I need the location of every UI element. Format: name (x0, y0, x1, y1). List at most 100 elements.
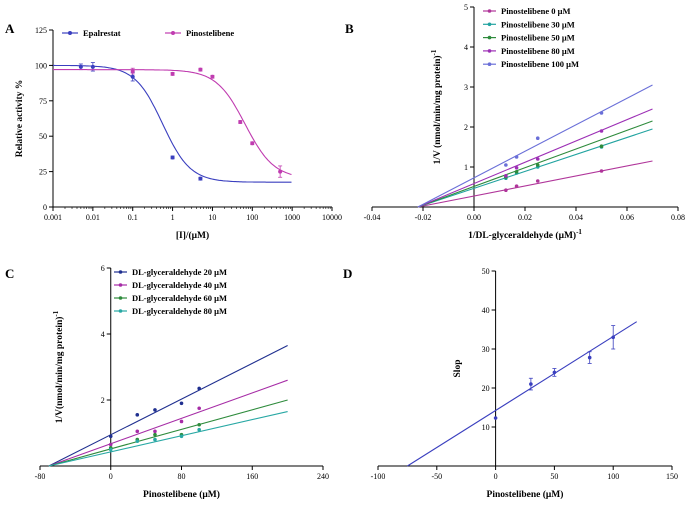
data-point (514, 184, 519, 188)
data-point (504, 163, 508, 167)
x-tick-label: 160 (246, 472, 258, 481)
x-axis-title: Pinostelibene (μM) (143, 489, 220, 500)
legend-marker (118, 309, 123, 313)
data-point (250, 141, 255, 146)
legend-marker (118, 296, 123, 300)
y-tick-label: 6 (101, 264, 105, 273)
y-tick-label: 0 (43, 203, 47, 212)
x-tick-label: 0.00 (467, 213, 481, 222)
data-point (198, 176, 203, 181)
x-tick-label: -0.02 (415, 213, 432, 222)
data-point (278, 169, 283, 174)
y-tick-label: 4 (101, 330, 105, 339)
data-point (599, 129, 604, 133)
panel-c: C -80 0 80 160 240 2 4 6 Pinostelibene (μM) 1/V(nm… (5, 264, 329, 500)
regression-line (417, 160, 653, 208)
x-tick-label: 240 (317, 472, 329, 481)
y-tick-label: 2 (464, 123, 468, 132)
legend-label: Pinostelibene 0 μM (501, 6, 571, 16)
data-point (170, 155, 175, 160)
x-tick-label: -80 (35, 472, 46, 481)
panel-a: A 0.001 0.01 0.1 1 10 100 1000 10000 0 25 50 75 100 12… (5, 21, 342, 241)
data-point (535, 163, 540, 167)
data-point (108, 442, 113, 447)
x-tick-label: 100 (246, 213, 258, 222)
data-point (135, 429, 140, 434)
data-point (153, 408, 157, 412)
data-point (197, 427, 201, 432)
x-tick-label: -100 (371, 472, 386, 481)
data-point (599, 111, 604, 115)
regression-line (417, 108, 653, 208)
data-point (179, 401, 184, 406)
legend-marker (68, 31, 72, 35)
data-point (90, 64, 95, 69)
data-point (197, 422, 201, 427)
y-tick-label: 1 (464, 163, 468, 172)
y-tick-label: 4 (464, 43, 468, 52)
x-tick-label: 80 (178, 472, 186, 481)
data-point (108, 447, 113, 452)
regression-line (48, 345, 288, 467)
data-point (130, 69, 135, 74)
data-point (179, 434, 184, 439)
x-tick-label: 1000 (284, 213, 300, 222)
data-point (135, 439, 140, 444)
y-tick-label: 75 (39, 97, 47, 106)
data-point (535, 157, 540, 161)
series-3 (48, 411, 288, 467)
series-0 (53, 62, 292, 183)
y-tick-label: 3 (464, 83, 468, 92)
x-axis-title: [I]/(μM) (176, 230, 209, 241)
data-point (210, 74, 215, 79)
legend-marker (487, 9, 492, 13)
y-tick-label: 2 (101, 396, 105, 405)
x-tick-label: -0.04 (364, 213, 381, 222)
series-0 (417, 160, 653, 208)
x-tick-label: 0.001 (44, 213, 62, 222)
x-tick-label: 50 (550, 472, 558, 481)
x-tick-label: 0.01 (86, 213, 100, 222)
y-axis-title: Slop (453, 360, 463, 378)
y-axis-title: 1/V(nmol/min/mg protein)-1 (52, 310, 65, 423)
x-tick-label: 150 (666, 472, 678, 481)
panel-letter: B (345, 21, 354, 36)
data-point (535, 136, 540, 140)
data-point (611, 335, 615, 340)
data-point (153, 429, 157, 434)
y-tick-label: 40 (482, 306, 490, 315)
x-tick-label: 0.02 (518, 213, 532, 222)
data-point (514, 155, 519, 159)
series-1 (53, 67, 292, 178)
series-2 (417, 120, 653, 208)
x-tick-label: 100 (607, 472, 619, 481)
panel-letter: C (5, 266, 14, 281)
legend-marker (118, 270, 123, 274)
x-tick-label: 0.1 (128, 213, 138, 222)
data-point (108, 434, 113, 439)
x-tick-label: 0.06 (620, 213, 634, 222)
legend-label: DL-glyceraldehyde 40 μM (132, 280, 227, 290)
data-point (170, 71, 175, 76)
y-axis-title: 1/V (nmol/min/mg protein)-1 (430, 49, 443, 164)
series-1 (48, 379, 288, 467)
regression-line (48, 399, 288, 467)
legend-label: DL-glyceraldehyde 20 μM (132, 267, 227, 277)
x-tick-label: -50 (431, 472, 442, 481)
x-tick-label: 0.08 (671, 213, 685, 222)
panel-letter: A (5, 21, 15, 36)
legend-label: Pinostelibene 50 μM (501, 33, 575, 43)
legend-marker (487, 62, 492, 66)
x-tick-label: 10 (208, 213, 216, 222)
legend-label: DL-glyceraldehyde 60 μM (132, 293, 227, 303)
fit-curve (53, 69, 292, 176)
x-axis-title: Pinostelibene (μM) (487, 489, 564, 500)
series-4 (417, 84, 653, 208)
y-tick-label: 10 (482, 423, 490, 432)
x-tick-label: 0.04 (569, 213, 583, 222)
x-tick-label: 10000 (322, 213, 342, 222)
y-tick-label: 50 (482, 267, 490, 276)
series-2 (48, 399, 288, 467)
y-tick-label: 5 (464, 3, 468, 12)
